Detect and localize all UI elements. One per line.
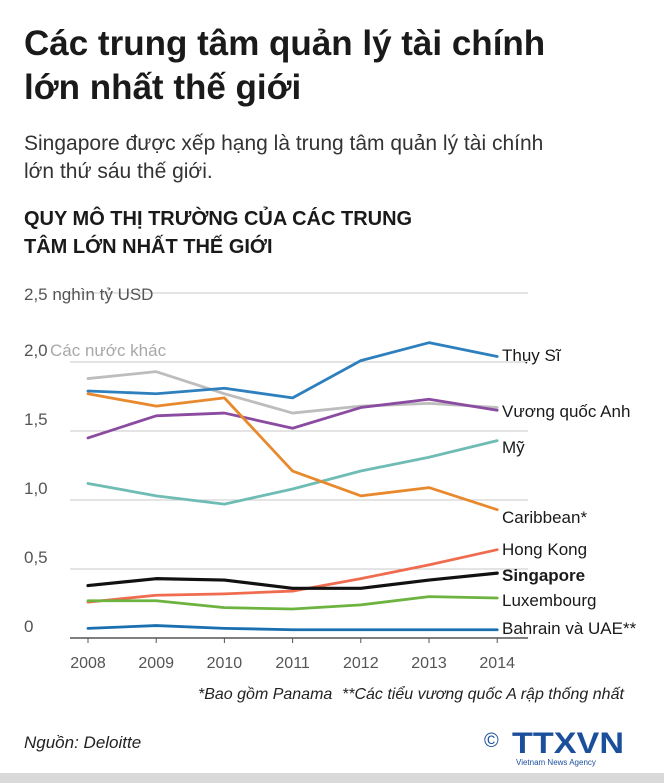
series-label-th-y-s-: Thụy Sĩ — [502, 346, 562, 365]
footnote-uae: **Các tiểu vương quốc A rập thống nhất — [342, 686, 624, 703]
series-line-luxembourg — [86, 595, 499, 611]
y-tick-label: 0 — [24, 617, 33, 636]
line-chart: 0 0,5 1,0 1,5 2,0 2,5 nghìn tỷ USD 2008 2009 201… — [24, 285, 637, 672]
y-tick-label: 2,0 — [24, 341, 48, 360]
series-label-singapore: Singapore — [502, 566, 585, 585]
series-line-singapore — [86, 571, 499, 590]
series-label-c-c-n-c-kh-c: Các nước khác — [50, 341, 167, 360]
subtitle-line-1: Singapore được xếp hạng là trung tâm quả… — [24, 132, 544, 155]
series-label-bahrain-v-uae-: Bahrain và UAE** — [502, 619, 637, 638]
series-line-bahrain-v-uae- — [86, 624, 499, 632]
series-label-luxembourg: Luxembourg — [502, 591, 597, 610]
logo-tagline: Vietnam News Agency — [516, 758, 596, 767]
x-tick-label: 2010 — [207, 655, 243, 672]
x-tick-label: 2009 — [138, 655, 174, 672]
x-tick-label: 2012 — [343, 655, 379, 672]
y-axis-label: 2,5 nghìn tỷ USD — [24, 285, 153, 304]
x-tick-label: 2008 — [70, 655, 106, 672]
series-line-m- — [86, 439, 499, 506]
subtitle: Singapore được xếp hạng là trung tâm quả… — [24, 130, 644, 186]
series-line-th-y-s- — [86, 341, 499, 400]
source-label: Nguồn: Deloitte — [24, 733, 142, 752]
series-line-caribbean- — [86, 392, 499, 512]
series-label-v-ng-qu-c-anh: Vương quốc Anh — [502, 402, 630, 421]
series-label-m-: Mỹ — [502, 438, 525, 457]
chart-heading: QUY MÔ THỊ TRƯỜNG CỦA CÁC TRUNG TÂM LỚN … — [24, 205, 544, 261]
y-tick-label: 0,5 — [24, 548, 48, 567]
footnote-panama: *Bao gồm Panama — [198, 686, 333, 703]
subtitle-line-2: lớn thứ sáu thế giới. — [24, 160, 213, 183]
series-label-caribbean-: Caribbean* — [502, 508, 587, 527]
ttxvn-logo: © TTXVN Vietnam News Agency — [484, 727, 624, 767]
x-tick-label: 2011 — [275, 655, 310, 672]
series-line-c-c-n-c-kh-c — [86, 370, 499, 415]
page-title: Các trung tâm quản lý tài chính lớn nhất… — [24, 22, 644, 110]
x-tick-label: 2014 — [479, 655, 515, 672]
bottom-bar — [0, 773, 664, 783]
copyright-icon: © — [484, 730, 499, 752]
series-label-hong-kong: Hong Kong — [502, 540, 587, 559]
series-line-hong-kong — [86, 548, 499, 604]
y-tick-label: 1,5 — [24, 410, 48, 429]
title-line-1: Các trung tâm quản lý tài chính — [24, 24, 546, 63]
chart-heading-line-1: QUY MÔ THỊ TRƯỜNG CỦA CÁC TRUNG — [24, 208, 413, 230]
title-line-2: lớn nhất thế giới — [24, 68, 302, 107]
x-tick-label: 2013 — [411, 655, 447, 672]
y-tick-label: 1,0 — [24, 479, 48, 498]
logo-brand: TTXVN — [512, 727, 624, 760]
chart-heading-line-2: TÂM LỚN NHẤT THẾ GIỚI — [24, 236, 273, 258]
series-line-v-ng-qu-c-anh — [86, 397, 499, 440]
